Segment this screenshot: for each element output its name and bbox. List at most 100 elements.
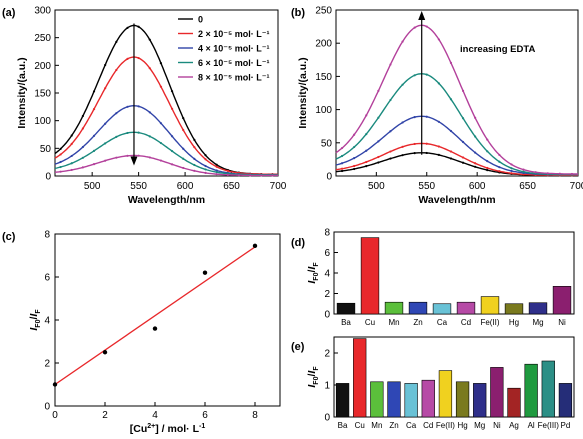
- series-point: [104, 122, 107, 125]
- series-line: [54, 154, 278, 177]
- y-tick-label: 1: [324, 381, 330, 392]
- panel-c-chart: 0 2 4 6 8 0 2 4 6 8 [Cu2+] / mol· L-1 IF0/IF: [28, 230, 281, 435]
- series-point: [474, 135, 477, 138]
- y-tick-label: 2: [44, 359, 50, 370]
- x-tick-label: Ba: [338, 421, 348, 430]
- bar: [408, 301, 428, 315]
- x-tick-label: 650: [519, 181, 536, 192]
- series-point: [59, 160, 62, 164]
- x-tick-label: Ni: [493, 421, 501, 430]
- y-tick-label: 50: [40, 144, 52, 155]
- series-point: [81, 127, 84, 130]
- series-point: [70, 154, 73, 158]
- series-point: [59, 147, 62, 150]
- series-point: [413, 26, 416, 29]
- series-point: [510, 172, 513, 175]
- series-point: [425, 115, 428, 118]
- arrow-head-icon: [418, 11, 426, 20]
- series-point: [182, 166, 185, 170]
- series-point: [137, 56, 140, 60]
- y-tick-label: 0: [324, 413, 330, 424]
- x-tick-label: 6: [202, 410, 208, 421]
- series-point: [126, 105, 129, 108]
- series-point: [437, 145, 440, 148]
- bar: [432, 303, 452, 315]
- x-tick-label: Hg: [509, 318, 519, 327]
- x-tick-label: Ni: [558, 318, 566, 327]
- series-point: [486, 169, 489, 172]
- data-point: [252, 243, 258, 249]
- panel-d-chart: 0 2 4 6 8 Ba Cu Mn Zn Ca Cd Fe(II) Hg Mg Ni IF0/IF: [306, 228, 575, 327]
- series-point: [377, 116, 380, 119]
- series-line: [335, 73, 578, 176]
- series-point: [413, 116, 416, 119]
- series-point: [558, 172, 561, 175]
- bar: [541, 360, 555, 418]
- y-axis-label: IF0/IF: [28, 309, 42, 331]
- x-tick-label: Fe(II): [436, 421, 455, 430]
- series-point: [92, 149, 96, 152]
- series-point: [449, 157, 453, 160]
- series-point: [81, 166, 84, 169]
- bar: [438, 370, 453, 418]
- series-point: [498, 160, 501, 163]
- y-tick-label: 0: [45, 172, 51, 183]
- axes-frame: [333, 336, 575, 418]
- series-point: [104, 159, 107, 162]
- series-point: [137, 105, 140, 108]
- x-tick-label: 600: [469, 181, 486, 192]
- x-tick-label: Mg: [532, 318, 543, 327]
- fit-line: [54, 246, 256, 386]
- series-point: [389, 130, 392, 133]
- series-point: [170, 135, 174, 138]
- x-tick-label: 650: [223, 181, 240, 192]
- series-point: [510, 169, 513, 173]
- series-point: [104, 142, 107, 145]
- series-point: [170, 163, 174, 166]
- y-tick-label: 250: [34, 33, 51, 44]
- series-point: [413, 74, 416, 77]
- series-point: [148, 67, 151, 70]
- series-point: [70, 168, 73, 172]
- bar: [384, 301, 404, 315]
- series-point: [377, 155, 380, 159]
- series-point: [389, 98, 392, 102]
- annotation-text: increasing EDTA: [460, 44, 535, 55]
- series-point: [534, 171, 537, 174]
- x-tick-label: Mn: [388, 318, 399, 327]
- bar: [490, 367, 504, 418]
- series-point: [340, 167, 344, 170]
- series-point: [449, 150, 453, 153]
- bar: [552, 286, 572, 315]
- x-tick-label: Ca: [406, 421, 417, 430]
- data-point: [102, 350, 108, 355]
- bar: [473, 383, 487, 418]
- bar: [404, 383, 418, 418]
- series-point: [59, 153, 62, 156]
- x-tick-label: Fe(II): [480, 318, 499, 327]
- series-line: [54, 131, 278, 176]
- series-point: [115, 68, 118, 72]
- x-tick-label: Zn: [389, 421, 398, 430]
- series-point: [365, 114, 368, 117]
- series-point: [486, 160, 489, 163]
- bar: [558, 383, 573, 418]
- series-point: [389, 150, 392, 153]
- series-point: [182, 116, 185, 120]
- x-tick-label: 0: [52, 410, 58, 421]
- series-point: [81, 114, 84, 118]
- series-point: [425, 25, 428, 28]
- series-point: [237, 174, 241, 177]
- y-tick-label: 0: [326, 172, 332, 183]
- x-tick-label: Hg: [457, 421, 467, 430]
- bar: [480, 296, 500, 315]
- series-line: [335, 152, 578, 176]
- x-tick-label: 600: [177, 181, 194, 192]
- y-tick-label: 8: [324, 228, 330, 239]
- series-point: [353, 157, 356, 160]
- series-point: [401, 121, 404, 124]
- panel-b-chart: 500 550 600 650 700 0 50 100 150 200 250 Wavelength…: [297, 6, 583, 207]
- series-point: [170, 107, 174, 110]
- series-point: [193, 157, 196, 160]
- series-point: [92, 90, 96, 93]
